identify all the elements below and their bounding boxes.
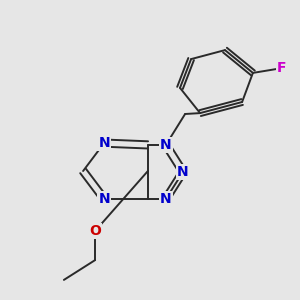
Text: O: O [89, 224, 101, 238]
Text: N: N [98, 192, 110, 206]
Text: N: N [177, 165, 189, 179]
Text: F: F [277, 61, 287, 75]
Text: N: N [160, 138, 172, 152]
Text: N: N [160, 192, 172, 206]
Text: N: N [98, 136, 110, 150]
